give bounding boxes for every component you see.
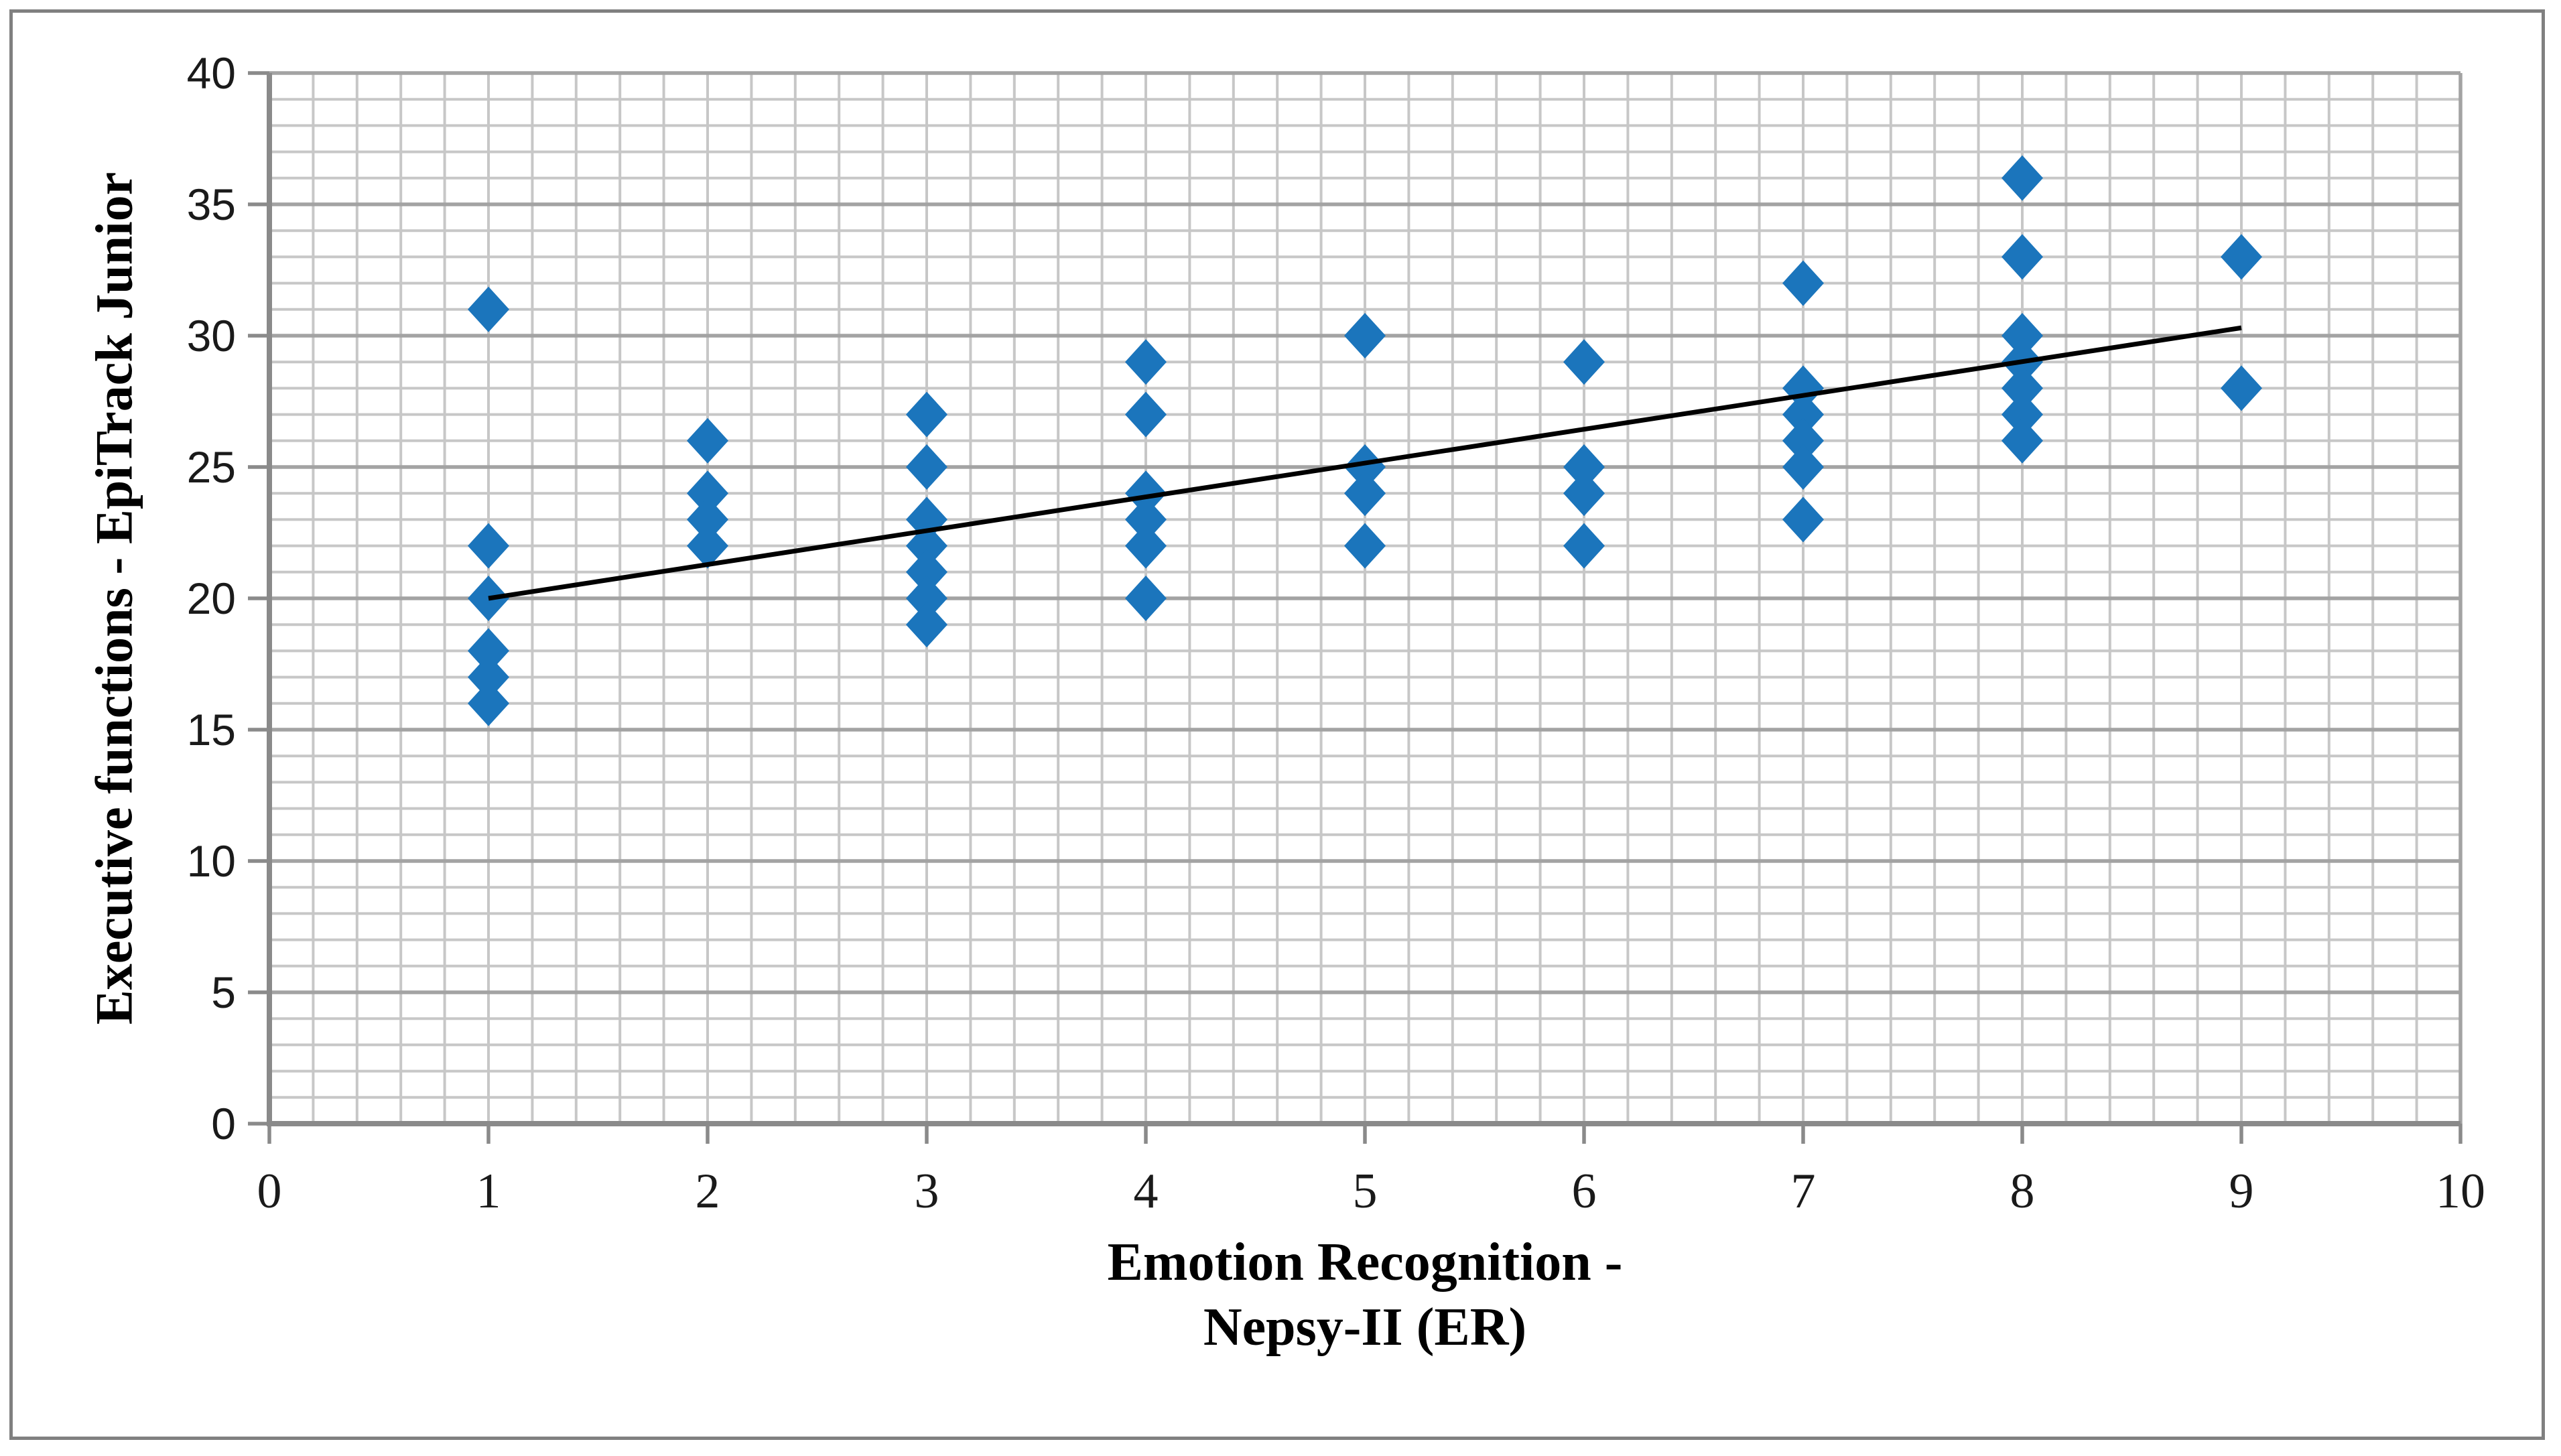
y-tick-label: 10 bbox=[186, 836, 236, 886]
y-tick-label: 5 bbox=[211, 968, 236, 1017]
data-point-diamond bbox=[2001, 391, 2043, 438]
data-point-diamond bbox=[1344, 444, 1386, 490]
data-point-diamond bbox=[1563, 444, 1605, 490]
x-axis-title-line1: Emotion Recognition - bbox=[1107, 1233, 1623, 1292]
chart-outer-border bbox=[9, 9, 2545, 1440]
data-point-diamond bbox=[468, 628, 509, 674]
data-point-diamond bbox=[687, 470, 728, 517]
data-point-diamond bbox=[1782, 391, 1824, 438]
x-axis-title-line2: Nepsy-II (ER) bbox=[1203, 1298, 1527, 1357]
data-point-diamond bbox=[687, 497, 728, 543]
data-point-diamond bbox=[1125, 339, 1167, 385]
data-point-diamond bbox=[1782, 260, 1824, 306]
x-tick-label: 5 bbox=[1352, 1164, 1378, 1219]
x-tick-label: 0 bbox=[257, 1164, 282, 1219]
data-point-diamond bbox=[906, 576, 947, 621]
x-tick-label: 7 bbox=[1790, 1164, 1816, 1219]
data-point-diamond bbox=[1782, 365, 1824, 411]
x-tick-label: 2 bbox=[695, 1164, 720, 1219]
data-point-diamond bbox=[1782, 444, 1824, 490]
y-tick-label: 25 bbox=[186, 442, 236, 492]
data-point-diamond bbox=[1344, 313, 1386, 358]
data-point-diamond bbox=[1563, 339, 1605, 385]
y-tick-label: 30 bbox=[186, 311, 236, 360]
data-point-diamond bbox=[468, 523, 509, 569]
y-axis-title: Executive functions - EpiTrack Junior bbox=[84, 172, 143, 1025]
y-tick-label: 40 bbox=[186, 48, 236, 98]
trendline bbox=[488, 325, 2242, 601]
data-point-diamond bbox=[468, 654, 509, 700]
data-point-diamond bbox=[1125, 497, 1167, 543]
data-point-diamond bbox=[2001, 365, 2043, 411]
data-point-diamond bbox=[1125, 523, 1167, 569]
data-point-diamond bbox=[1344, 470, 1386, 517]
x-tick-label: 9 bbox=[2229, 1164, 2254, 1219]
data-point-diamond bbox=[2221, 234, 2262, 280]
x-tick-label: 3 bbox=[914, 1164, 939, 1219]
data-point-diamond bbox=[906, 549, 947, 595]
data-point-diamond bbox=[687, 523, 728, 569]
data-point-diamond bbox=[468, 680, 509, 726]
data-point-diamond bbox=[1125, 576, 1167, 621]
data-point-diamond bbox=[906, 602, 947, 648]
data-point-diamond bbox=[2001, 417, 2043, 464]
x-tick-label: 6 bbox=[1571, 1164, 1597, 1219]
data-point-diamond bbox=[1782, 417, 1824, 464]
data-point-diamond bbox=[1563, 470, 1605, 517]
x-tick-label: 8 bbox=[2010, 1164, 2035, 1219]
x-axis-title: Emotion Recognition - Nepsy-II (ER) bbox=[762, 1230, 1968, 1360]
data-point-diamond bbox=[906, 391, 947, 438]
data-point-diamond bbox=[906, 444, 947, 490]
data-point-diamond bbox=[1125, 391, 1167, 438]
x-tick-label: 4 bbox=[1133, 1164, 1159, 1219]
data-point-diamond bbox=[687, 417, 728, 464]
x-tick-label: 1 bbox=[476, 1164, 501, 1219]
y-axis-title-wrap: Executive functions - EpiTrack Junior bbox=[0, 73, 228, 1124]
y-tick-label: 15 bbox=[186, 705, 236, 754]
data-point-diamond bbox=[1782, 497, 1824, 543]
data-point-diamond bbox=[1125, 470, 1167, 517]
data-point-diamond bbox=[1344, 523, 1386, 569]
x-tick-label: 10 bbox=[2436, 1164, 2485, 1219]
data-point-diamond bbox=[2001, 155, 2043, 201]
data-point-diamond bbox=[2221, 365, 2262, 411]
data-point-diamond bbox=[2001, 313, 2043, 358]
y-tick-label: 0 bbox=[211, 1099, 236, 1148]
y-tick-label: 20 bbox=[186, 574, 236, 623]
y-tick-label: 35 bbox=[186, 180, 236, 229]
data-point-diamond bbox=[468, 286, 509, 332]
data-point-diamond bbox=[1563, 523, 1605, 569]
data-point-diamond bbox=[2001, 234, 2043, 280]
